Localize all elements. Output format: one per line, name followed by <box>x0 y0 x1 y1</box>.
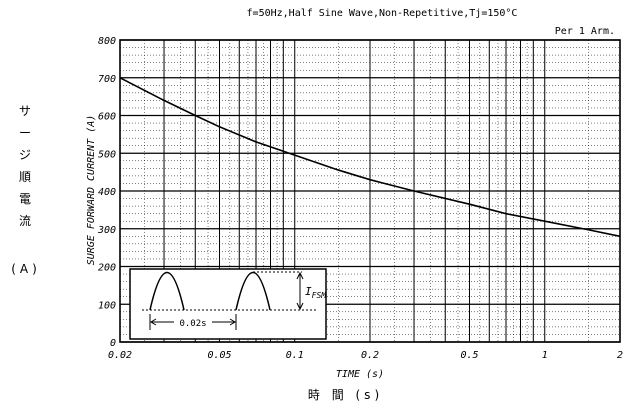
peak-arrow-head-bottom <box>296 302 304 311</box>
y-tick-label: 700 <box>98 74 116 85</box>
y-axis-label: SURGE FORWARD CURRENT (A) <box>86 115 97 266</box>
x-tick-label: 0.02 <box>108 350 132 361</box>
x-axis-label: TIME (s) <box>336 369 384 380</box>
y-tick-label: 200 <box>98 263 116 274</box>
chart-subtitle: Per 1 Arm. <box>555 26 615 37</box>
peak-current-label: IFSM <box>305 285 327 300</box>
peak-label-main: I <box>305 285 312 298</box>
y-tick-labels: 0 100 200 300 400 500 600 700 800 <box>97 36 116 349</box>
x-tick-label: 1 <box>542 350 548 361</box>
x-tick-labels: 0.02 0.05 0.1 0.2 0.5 1 2 <box>108 350 623 361</box>
chart-title: f=50Hz,Half Sine Wave,Non-Repetitive,Tj=… <box>247 8 518 19</box>
interval-label: 0.02s <box>179 319 206 329</box>
peak-arrow-head-top <box>296 271 304 280</box>
x-tick-label: 0.1 <box>286 350 304 361</box>
y-tick-label: 400 <box>98 187 116 198</box>
japanese-y-axis-unit: (A) <box>11 262 41 276</box>
x-tick-label: 0.05 <box>207 350 231 361</box>
y-tick-label: 300 <box>97 225 116 236</box>
japanese-y-axis-label: サ ー ジ 順 電 流 <box>14 100 36 232</box>
plot-frame <box>119 39 621 343</box>
y-tick-label: 0 <box>110 338 116 349</box>
y-tick-label: 800 <box>98 36 116 47</box>
half-sine-wave-inset: IFSM 0.02s <box>129 268 327 340</box>
interval-arrow-head-left <box>150 318 157 326</box>
x-tick-label: 0.2 <box>361 350 379 361</box>
inset-box <box>129 268 327 340</box>
x-tick-label: 0.5 <box>460 350 478 361</box>
surge-current-curve <box>119 77 621 238</box>
y-tick-label: 500 <box>98 149 116 160</box>
plot-grid <box>119 39 621 343</box>
jp-ylabel-char: ー <box>18 126 31 140</box>
japanese-x-axis-label: 時 間 (s) <box>307 388 384 402</box>
jp-ylabel-char: ジ <box>18 148 31 162</box>
interval-arrow-head-right <box>229 318 236 326</box>
jp-ylabel-char: 電 <box>18 192 31 206</box>
jp-ylabel-char: サ <box>18 104 31 118</box>
x-tick-label: 2 <box>617 350 623 361</box>
y-tick-label: 100 <box>98 300 116 311</box>
half-sine-pulse-1 <box>149 272 185 311</box>
half-sine-pulse-2 <box>235 272 271 311</box>
jp-ylabel-char: 順 <box>18 170 31 184</box>
y-tick-label: 600 <box>98 112 116 123</box>
jp-ylabel-char: 流 <box>18 214 31 228</box>
peak-label-subscript: FSM <box>312 291 328 300</box>
